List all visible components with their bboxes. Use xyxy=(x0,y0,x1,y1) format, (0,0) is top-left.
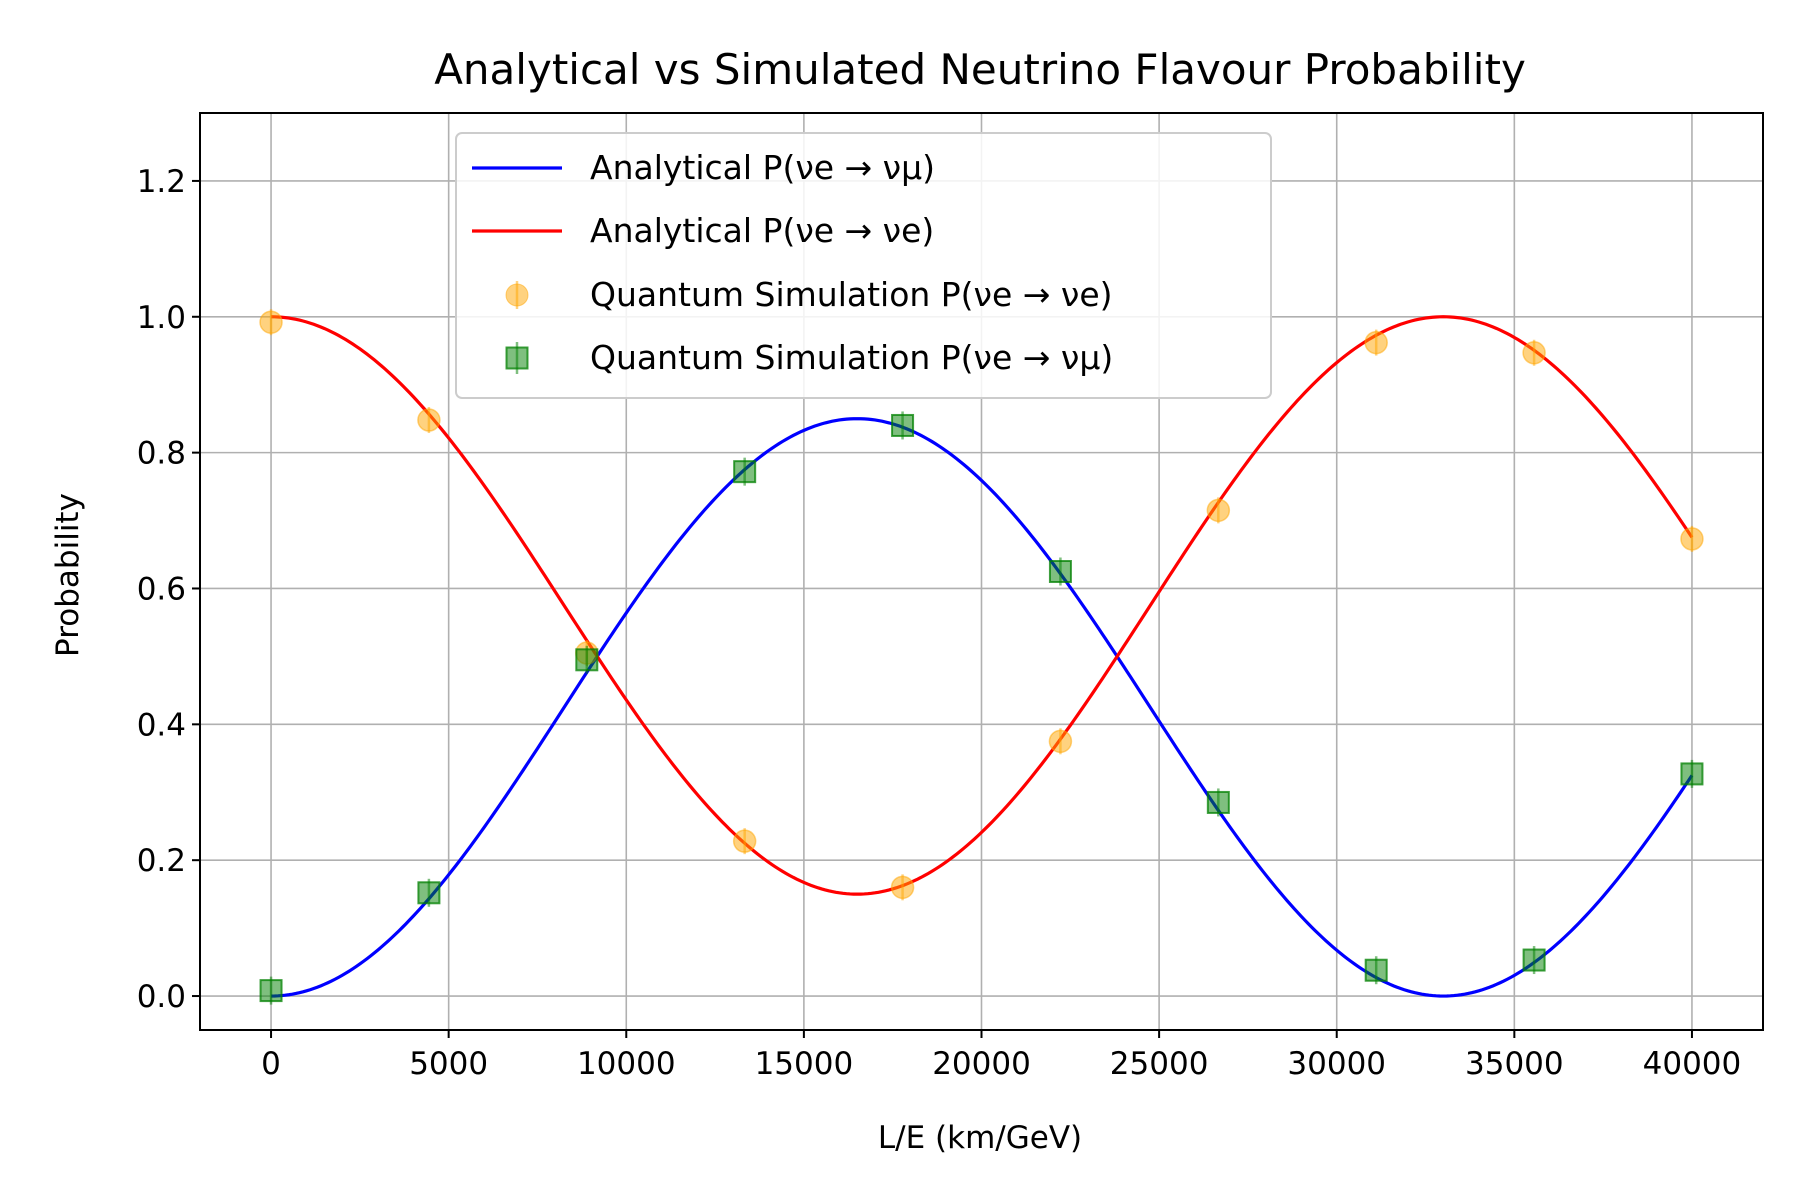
x-tick-label: 30000 xyxy=(1287,1046,1386,1082)
sim-mu-point xyxy=(1048,560,1072,583)
sim-mu-point xyxy=(1206,790,1230,814)
sim-mu-point xyxy=(259,979,283,1003)
legend-label: Quantum Simulation P(νe → νμ) xyxy=(590,338,1113,377)
x-tick-label: 5000 xyxy=(409,1046,488,1082)
sim-mu-point xyxy=(1680,762,1704,786)
x-tick-label: 25000 xyxy=(1110,1046,1209,1082)
legend-label: Quantum Simulation P(νe → νe) xyxy=(590,275,1113,314)
x-tick-label: 0 xyxy=(261,1046,281,1082)
simulation-markers xyxy=(259,309,1704,1005)
x-axis-label: L/E (km/GeV) xyxy=(878,1120,1082,1156)
sim-e-point xyxy=(1206,498,1231,523)
x-tick-label: 15000 xyxy=(755,1046,854,1082)
y-tick-label: 1.2 xyxy=(137,164,186,200)
y-tick-label: 0.8 xyxy=(137,436,186,472)
sim-mu-point xyxy=(1522,948,1546,972)
sim-mu-point xyxy=(891,413,915,437)
legend-circle-swatch xyxy=(505,283,529,307)
y-axis-label: Probability xyxy=(50,493,86,657)
sim-e-point xyxy=(1364,330,1388,355)
analytical-e-curve xyxy=(271,315,1694,896)
sim-e-point xyxy=(732,829,757,853)
legend-square-swatch xyxy=(505,346,529,370)
sim-mu-point xyxy=(575,648,599,672)
legend-label: Analytical P(νe → νe) xyxy=(590,211,934,250)
chart-title: Analytical vs Simulated Neutrino Flavour… xyxy=(434,45,1526,94)
y-tick-label: 0.4 xyxy=(137,707,186,743)
sim-mu-point xyxy=(417,881,441,905)
sim-e-point xyxy=(1680,527,1704,551)
y-tick-label: 1.0 xyxy=(137,300,186,336)
sim-mu-point xyxy=(733,460,757,484)
sim-e-point xyxy=(417,408,441,432)
y-tick-label: 0.2 xyxy=(137,843,186,879)
y-tick-label: 0.6 xyxy=(137,571,186,607)
y-tick-label: 0.0 xyxy=(137,979,186,1015)
x-tick-label: 40000 xyxy=(1643,1046,1742,1082)
sim-e-point xyxy=(890,875,915,900)
legend-box xyxy=(455,132,1272,399)
x-tick-label: 10000 xyxy=(577,1046,676,1082)
axis-ticks: 0 5000 10000 15000 20000 25000 30000 35000 40000… xyxy=(137,164,1742,1082)
x-tick-label: 20000 xyxy=(932,1046,1031,1082)
sim-e-point xyxy=(1048,729,1073,754)
analytical-curves xyxy=(271,315,1694,998)
analytical-mu-curve xyxy=(271,417,1694,998)
sim-mu-point xyxy=(1364,958,1388,982)
legend-label: Analytical P(νe → νμ) xyxy=(590,148,935,187)
x-tick-label: 35000 xyxy=(1465,1046,1564,1082)
sim-e-point xyxy=(1522,341,1546,365)
sim-e-point xyxy=(259,310,283,334)
legend: Analytical P(νe → νμ) Analytical P(νe → ν… xyxy=(455,132,1272,399)
